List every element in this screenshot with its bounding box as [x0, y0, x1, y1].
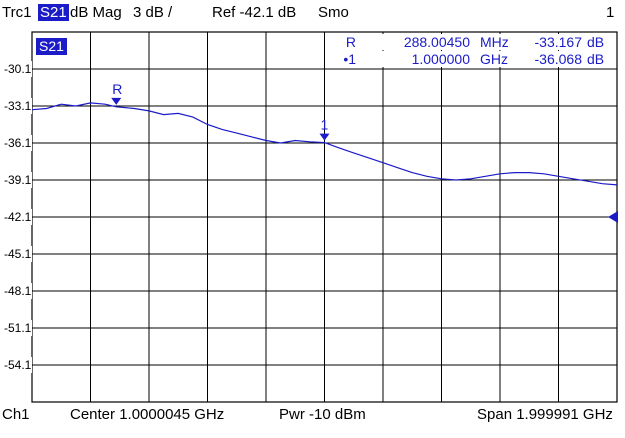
- power-level[interactable]: Pwr -10 dBm: [279, 406, 366, 423]
- markers: R1: [111, 81, 330, 141]
- marker-triangle: [111, 97, 122, 105]
- y-tick-background: [1, 209, 32, 225]
- y-tick-background: [1, 283, 32, 299]
- ref-level-arrow: [608, 211, 618, 223]
- y-tick-background: [1, 61, 32, 77]
- param-selector[interactable]: S21: [38, 4, 69, 21]
- y-tick-label: -51.1: [4, 321, 32, 335]
- marker-row-value: -33.167: [535, 34, 583, 50]
- y-tick-background: [1, 320, 32, 336]
- marker-row-id: R: [346, 34, 356, 50]
- trace-name[interactable]: Trc1: [2, 4, 32, 21]
- marker-row-id: •1: [343, 51, 356, 67]
- ref-level-label[interactable]: Ref -42.1 dB: [212, 4, 297, 21]
- marker-row-unit: MHz: [480, 34, 509, 50]
- channel-footer: Ch1 Center 1.0000045 GHz Pwr -10 dBm Spa…: [0, 406, 625, 428]
- span-freq[interactable]: Span 1.999991 GHz: [477, 406, 613, 423]
- center-freq[interactable]: Center 1.0000045 GHz: [70, 406, 225, 423]
- y-tick-label: -42.1: [4, 210, 32, 224]
- grid-lines: [31, 31, 618, 403]
- marker-row-background: [336, 34, 612, 50]
- y-tick-label: -54.1: [4, 358, 32, 372]
- y-tick-label: -39.1: [4, 173, 32, 187]
- trace-badge[interactable]: S21: [36, 38, 67, 55]
- y-tick-labels: -30.1 -33.1 -36.1 -39.1 -42.1 -45.1 -48.1 -51.1…: [1, 61, 32, 373]
- smoothing-label[interactable]: Smo: [318, 4, 349, 21]
- marker-label: R: [112, 81, 122, 97]
- trace-line: [31, 102, 618, 186]
- marker-table: R 288.00450 MHz -33.167 dB •1 1.000000 GHz -36.0…: [336, 34, 612, 67]
- y-tick-background: [1, 246, 32, 262]
- y-tick-background: [1, 172, 32, 188]
- y-tick-background: [1, 357, 32, 373]
- y-tick-background: [1, 135, 32, 151]
- marker-row-freq: 1.000000: [412, 51, 471, 67]
- format-label[interactable]: dB Mag: [70, 4, 122, 21]
- marker-row-background: [336, 51, 612, 67]
- marker-row-value: -36.068: [535, 51, 583, 67]
- y-tick-label: -48.1: [4, 284, 32, 298]
- scale-label[interactable]: 3 dB /: [133, 4, 173, 21]
- marker-row-vunit: dB: [587, 51, 604, 67]
- trace-header: Trc1 S21 dB Mag 3 dB / Ref -42.1 dB Smo …: [0, 4, 625, 26]
- channel-label[interactable]: Ch1: [2, 406, 30, 423]
- y-tick-background: [1, 98, 32, 114]
- channel-index: 1: [606, 4, 615, 21]
- y-tick-label: -45.1: [4, 247, 32, 261]
- y-tick-label: -36.1: [4, 136, 32, 150]
- y-tick-label: -33.1: [4, 99, 32, 113]
- marker-row-unit: GHz: [480, 51, 508, 67]
- marker-triangle: [319, 133, 330, 141]
- marker-label: 1: [320, 117, 328, 133]
- marker-row-freq: 288.00450: [404, 34, 470, 50]
- y-tick-label: -30.1: [4, 62, 32, 76]
- marker-row-vunit: dB: [587, 34, 604, 50]
